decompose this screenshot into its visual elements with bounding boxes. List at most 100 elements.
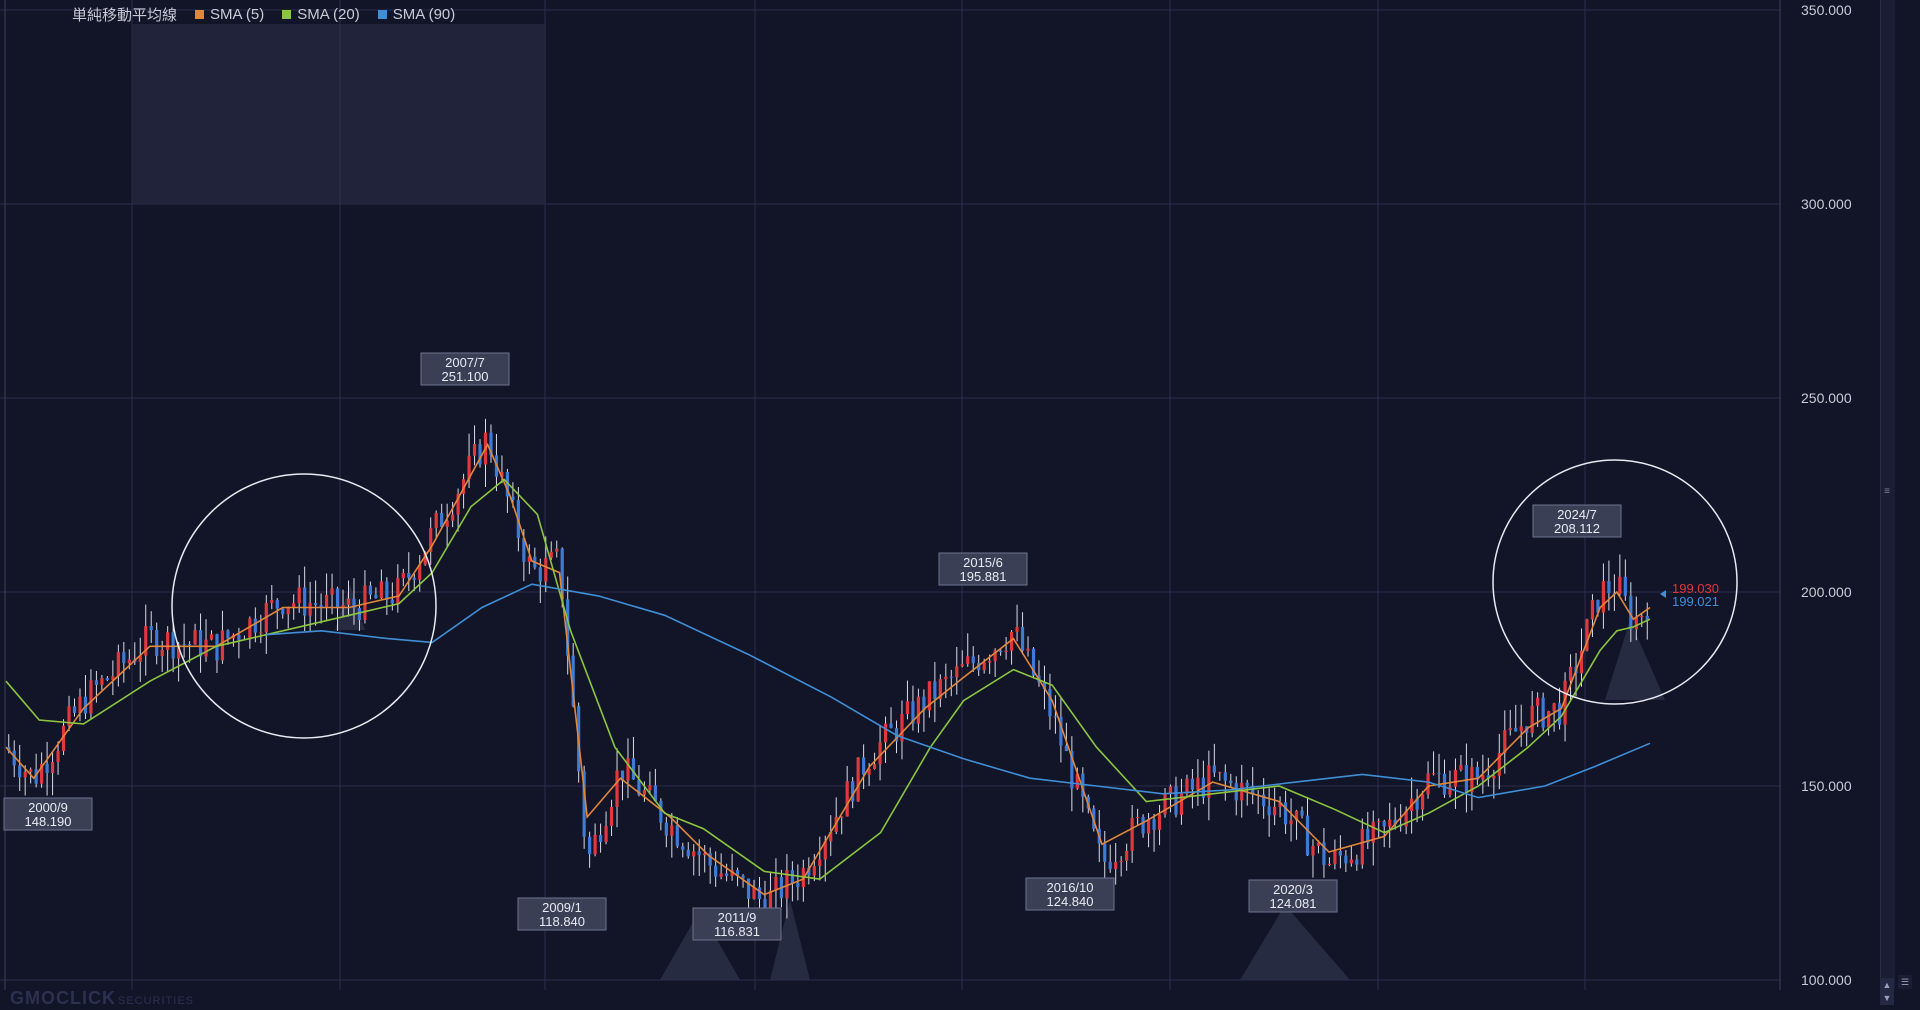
watermark-brand: GMOCLICK bbox=[10, 988, 116, 1008]
candle-body bbox=[281, 608, 285, 615]
candle-body bbox=[1316, 842, 1321, 846]
candle-body bbox=[1486, 775, 1490, 779]
candle-body bbox=[237, 634, 241, 640]
candle-body bbox=[648, 785, 652, 791]
vertical-scrollbar[interactable] bbox=[1880, 0, 1895, 990]
candle-body bbox=[1136, 816, 1140, 818]
candle-body bbox=[544, 557, 548, 582]
candle-body bbox=[1163, 793, 1167, 815]
candle-body bbox=[790, 870, 794, 883]
candle-body bbox=[615, 770, 619, 807]
candle-body bbox=[29, 769, 33, 772]
candle-body bbox=[34, 769, 38, 784]
candle-body bbox=[1240, 782, 1244, 801]
annotation-value: 124.840 bbox=[1047, 894, 1094, 909]
candle-body bbox=[527, 556, 531, 562]
scrollbar-grip-icon[interactable]: ≡ bbox=[1884, 486, 1890, 497]
candle-body bbox=[1503, 730, 1507, 753]
candle-body bbox=[1223, 772, 1227, 781]
y-tick-label: 100.000 bbox=[1801, 972, 1852, 988]
legend-item-sma5[interactable]: SMA (5) bbox=[195, 6, 264, 23]
candle-body bbox=[593, 834, 597, 855]
candle-body bbox=[719, 873, 723, 877]
candle-body bbox=[960, 664, 964, 667]
candle-body bbox=[1607, 581, 1611, 594]
watermark-sub: SECURITIES bbox=[118, 995, 195, 1007]
candle-body bbox=[681, 846, 685, 850]
candle-body bbox=[1081, 773, 1085, 797]
candle-body bbox=[938, 679, 942, 700]
candle-body bbox=[423, 551, 427, 565]
candle-body bbox=[1563, 680, 1567, 725]
candle-body bbox=[856, 757, 860, 802]
candle-body bbox=[346, 598, 351, 605]
candle-body bbox=[319, 605, 323, 608]
candle-body bbox=[812, 866, 816, 876]
candle-body bbox=[1382, 821, 1386, 827]
candle-body bbox=[1278, 802, 1282, 807]
candle-body bbox=[1327, 863, 1332, 866]
candle-body bbox=[352, 598, 356, 608]
candle-body bbox=[1541, 697, 1545, 728]
candle-body bbox=[1059, 716, 1063, 746]
candle-body bbox=[1300, 810, 1304, 816]
candle-body bbox=[1273, 806, 1277, 816]
candle-body bbox=[1420, 794, 1425, 810]
y-tick-label: 200.000 bbox=[1801, 584, 1852, 600]
candle-body bbox=[1530, 705, 1534, 733]
candle-body bbox=[204, 639, 208, 657]
annotation-box bbox=[420, 352, 510, 386]
candle-body bbox=[1481, 775, 1485, 780]
candle-body bbox=[725, 873, 729, 877]
candle-body bbox=[50, 762, 55, 774]
annotation-date: 2024/7 bbox=[1557, 507, 1597, 522]
scroll-up-icon[interactable]: ▲ bbox=[1880, 978, 1894, 992]
candle-body bbox=[522, 538, 526, 562]
candle-body bbox=[1596, 599, 1600, 613]
scroll-down-icon[interactable]: ▼ bbox=[1880, 991, 1894, 1005]
candle-body bbox=[845, 781, 849, 817]
candle-body bbox=[1601, 581, 1606, 613]
candle-body bbox=[89, 680, 93, 714]
candle-body bbox=[664, 822, 668, 836]
candle-body bbox=[1618, 576, 1622, 594]
candle-body bbox=[851, 781, 855, 802]
annotation-value: 118.840 bbox=[539, 914, 585, 929]
candle-body bbox=[604, 825, 608, 843]
candle-body bbox=[72, 706, 77, 714]
candle-body bbox=[379, 581, 383, 599]
candle-body bbox=[1590, 599, 1595, 620]
candle-body bbox=[867, 768, 871, 775]
candle-body bbox=[1519, 726, 1523, 732]
price-marker-upper: 199.030 bbox=[1672, 581, 1719, 596]
candle-body bbox=[363, 585, 367, 620]
candle-body bbox=[642, 790, 647, 795]
candle-body bbox=[182, 643, 186, 645]
candle-body bbox=[215, 634, 219, 661]
annotation-value: 195.881 bbox=[960, 569, 1007, 584]
candle-body bbox=[620, 770, 625, 781]
candle-body bbox=[1393, 819, 1397, 825]
candle-body bbox=[314, 602, 318, 606]
legend-item-sma90[interactable]: SMA (90) bbox=[377, 6, 455, 23]
annotation-date: 2009/1 bbox=[542, 900, 582, 915]
candle-body bbox=[1130, 817, 1134, 851]
annotation-date: 2000/9 bbox=[28, 800, 68, 815]
candle-body bbox=[1251, 785, 1255, 795]
candle-body bbox=[955, 666, 959, 678]
candle-body bbox=[374, 594, 378, 599]
candle-body bbox=[1623, 576, 1627, 596]
candle-body bbox=[752, 887, 756, 899]
candle-body bbox=[768, 890, 773, 919]
candle-body bbox=[478, 444, 482, 465]
candle-body bbox=[999, 650, 1003, 653]
candle-body bbox=[1125, 850, 1129, 861]
candle-body bbox=[100, 678, 104, 685]
candle-body bbox=[292, 603, 296, 608]
legend-item-sma20[interactable]: SMA (20) bbox=[282, 6, 360, 23]
menu-icon[interactable]: ☰ bbox=[1898, 975, 1912, 989]
candle-body bbox=[330, 588, 334, 595]
y-tick-label: 250.000 bbox=[1801, 390, 1852, 406]
